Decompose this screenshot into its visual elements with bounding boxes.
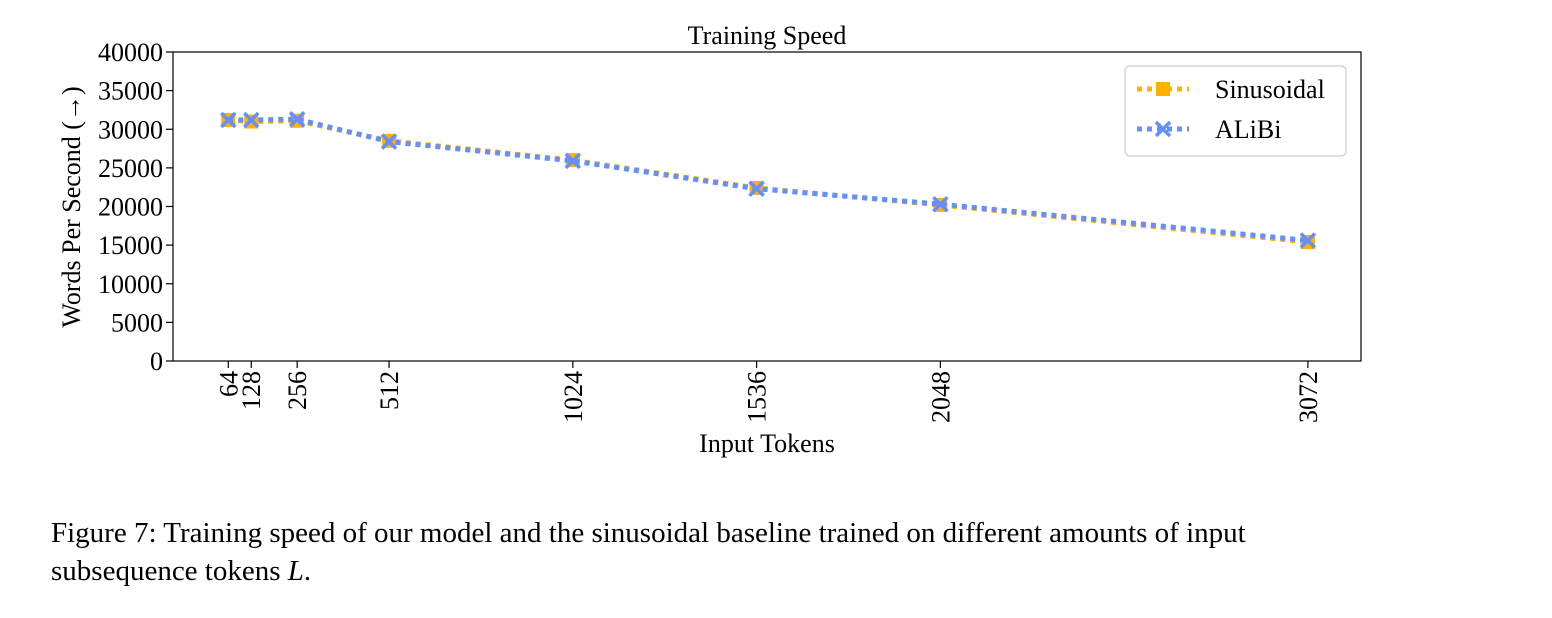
x-tick-label: 3072 [1294,371,1323,423]
alibi-point [288,110,306,128]
y-tick-label: 15000 [98,231,163,260]
y-tick-label: 20000 [98,193,163,222]
legend-item-alibi: ALiBi [1137,115,1281,144]
chart-title: Training Speed [688,21,847,50]
x-tick-label: 1536 [743,371,772,423]
y-axis-label: Words Per Second (→) [57,86,86,327]
plot-frame [172,51,1362,362]
y-tick-label: 10000 [98,270,163,299]
alibi-point [380,133,398,150]
x-tick-label: 2048 [926,371,955,423]
x-tick-label: 128 [237,371,266,410]
alibi-point [1299,232,1317,249]
caption-text: Figure 7: Training speed of our model an… [51,517,1246,587]
legend-item-sinusoidal: Sinusoidal [1137,75,1325,104]
legend-marker-alibi [1154,120,1172,138]
legend-label-sinusoidal: Sinusoidal [1215,75,1325,104]
x-tick-label: 256 [283,371,312,410]
x-tick-label: 64 [214,371,243,397]
y-tick-label: 30000 [98,115,163,144]
alibi-point [932,195,949,213]
legend-marker-sinusoidal [1156,82,1170,96]
plot-area [220,110,1317,250]
x-axis-label: Input Tokens [699,429,835,458]
alibi-point [748,180,765,197]
chart: Training Speed 0 5000 10000 15000 20000 25000… [57,21,1362,458]
alibi-point [220,111,237,129]
figure-caption: Figure 7: Training speed of our model an… [51,514,1381,590]
alibi-point [564,152,582,170]
y-tick-label: 35000 [98,77,163,106]
x-tick-label: 1024 [559,371,588,423]
x-tick-label: 512 [375,371,404,410]
caption-end: . [303,555,312,587]
series-alibi [220,110,1317,249]
legend-label-alibi: ALiBi [1215,115,1281,144]
y-axis: 0 5000 10000 15000 20000 25000 30000 35000 40000 [98,38,173,376]
y-tick-label: 5000 [111,308,163,337]
caption-math: L [287,555,304,587]
y-tick-label: 40000 [98,38,163,67]
alibi-point [243,111,260,129]
y-tick-label: 25000 [98,154,163,183]
y-tick-label: 0 [150,347,163,376]
series-line-alibi [228,116,1309,243]
legend: Sinusoidal ALiBi [1124,65,1347,157]
